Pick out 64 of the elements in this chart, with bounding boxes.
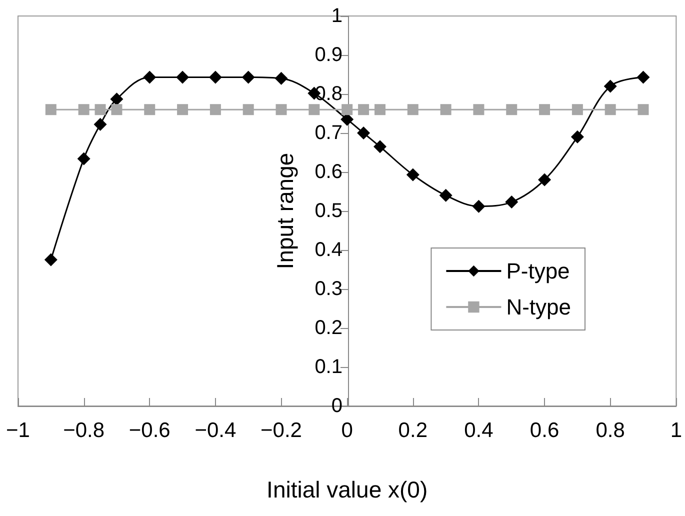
point: [570, 130, 584, 144]
x-tick-label: 0.8: [596, 419, 625, 442]
point: [357, 126, 370, 140]
point: [506, 104, 518, 116]
point: [505, 196, 518, 209]
point: [276, 104, 287, 116]
x-tick-label: −0.4: [194, 419, 236, 442]
y-tick-label: 0.7: [314, 122, 342, 144]
x-tick-label: 0.4: [464, 419, 494, 442]
x-tick-label: −0.6: [128, 419, 170, 442]
x-tick-label: 0.6: [530, 419, 560, 442]
point: [210, 104, 221, 116]
y-axis-title: Input range: [272, 152, 298, 270]
y-tick-label: 0: [331, 395, 342, 417]
point: [406, 168, 420, 182]
point: [538, 173, 552, 186]
point: [473, 104, 484, 116]
point: [472, 200, 486, 213]
point: [407, 104, 418, 116]
point: [177, 104, 188, 116]
point: [94, 118, 107, 131]
legend-label: N-type: [506, 294, 571, 320]
point: [638, 104, 649, 116]
point: [604, 104, 616, 116]
point: [176, 70, 190, 84]
point: [358, 104, 370, 116]
point: [208, 70, 222, 84]
point: [45, 104, 56, 116]
y-tick-label: 1: [331, 5, 342, 27]
point: [44, 253, 58, 266]
x-tick-label: −1: [6, 419, 30, 442]
y-tick-label: 0.6: [314, 161, 342, 183]
point: [636, 70, 650, 84]
point: [308, 104, 320, 116]
point: [439, 188, 452, 202]
point: [242, 70, 255, 84]
point: [242, 104, 254, 116]
point: [440, 104, 452, 116]
x-tick-label: 1: [670, 419, 682, 442]
point: [110, 92, 124, 106]
point: [374, 104, 386, 116]
x-axis-title: Initial value x(0): [266, 476, 428, 502]
x-tick-label: 0.2: [398, 419, 428, 442]
legend-label: P-type: [506, 258, 570, 284]
point: [94, 104, 106, 116]
point: [111, 104, 122, 116]
point: [77, 152, 90, 166]
point: [373, 140, 386, 154]
y-tick-label: 0.9: [314, 44, 342, 66]
y-tick-label: 0.1: [314, 356, 342, 378]
point: [78, 104, 90, 116]
y-tick-label: 0.3: [314, 278, 342, 300]
y-tick-label: 0.4: [314, 239, 342, 261]
point: [342, 104, 353, 116]
y-tick-label: 0.5: [314, 200, 342, 222]
point: [143, 70, 156, 84]
x-tick-label: −0.8: [63, 419, 105, 442]
x-tick-label: −0.2: [260, 419, 302, 442]
point: [144, 104, 156, 116]
y-tick-label: 0.2: [314, 317, 342, 339]
point: [539, 104, 550, 116]
point: [604, 80, 617, 93]
point: [572, 104, 583, 116]
point: [274, 72, 288, 85]
